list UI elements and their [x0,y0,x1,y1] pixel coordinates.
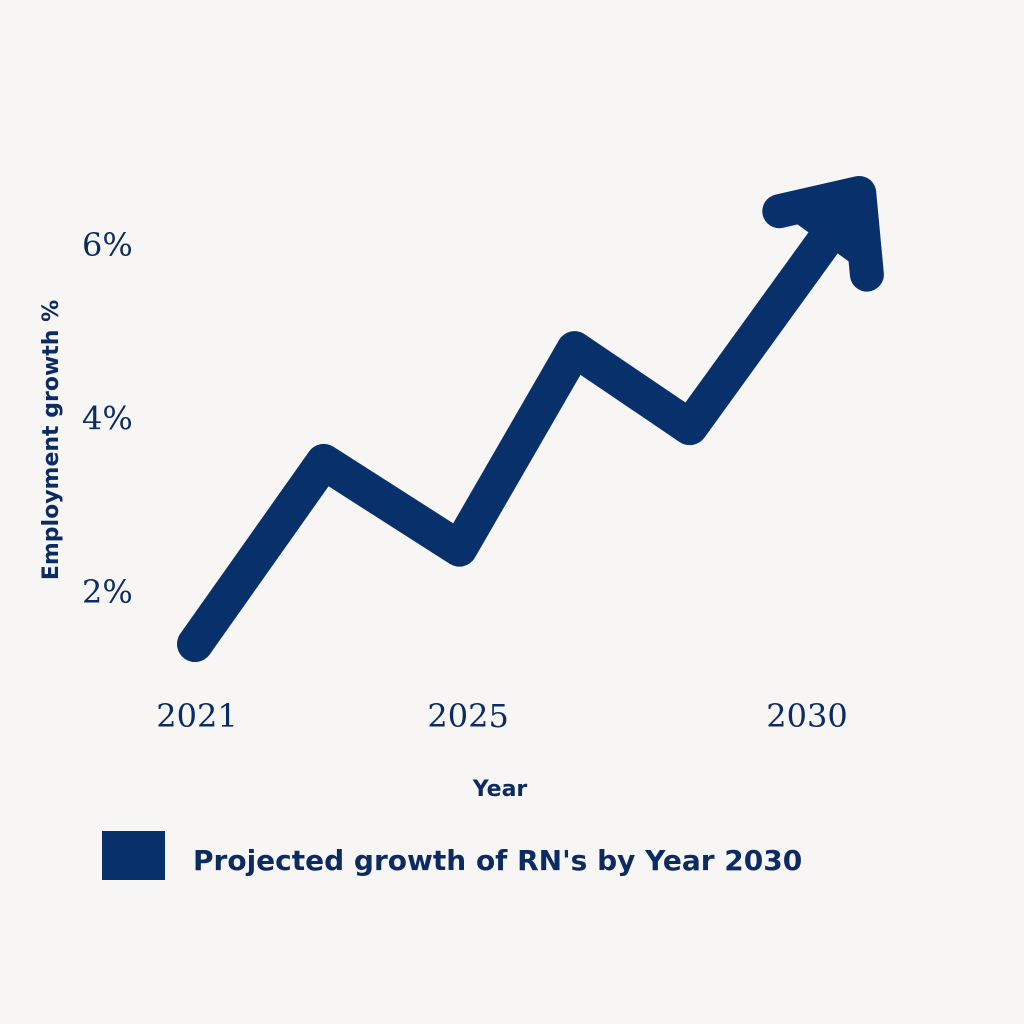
data-point-1 [321,459,326,464]
x-tick-2030: 2030 [766,697,847,735]
legend-label: Projected growth of RN's by Year 2030 [193,844,802,877]
y-tick-6pct: 6% [82,226,133,264]
data-point-0 [193,642,197,647]
x-tick-2021: 2021 [156,697,237,735]
series-line-0 [177,196,862,663]
y-tick-2pct: 2% [82,573,133,611]
x-tick-2025: 2025 [427,697,508,735]
y-tick-labels: 2% 4% 6% [82,226,133,611]
data-point-4 [687,425,692,430]
legend-swatch [102,831,165,880]
y-axis-title: Employment growth % [39,300,64,580]
y-tick-4pct: 4% [82,400,133,438]
x-axis-title: Year [472,777,528,802]
data-point-2 [457,546,462,551]
arrow-head-icon [762,175,884,292]
x-tick-labels: 2021 2025 2030 [156,697,847,735]
legend: Projected growth of RN's by Year 2030 [102,831,802,880]
series-layer [177,175,884,663]
data-point-3 [572,347,577,352]
